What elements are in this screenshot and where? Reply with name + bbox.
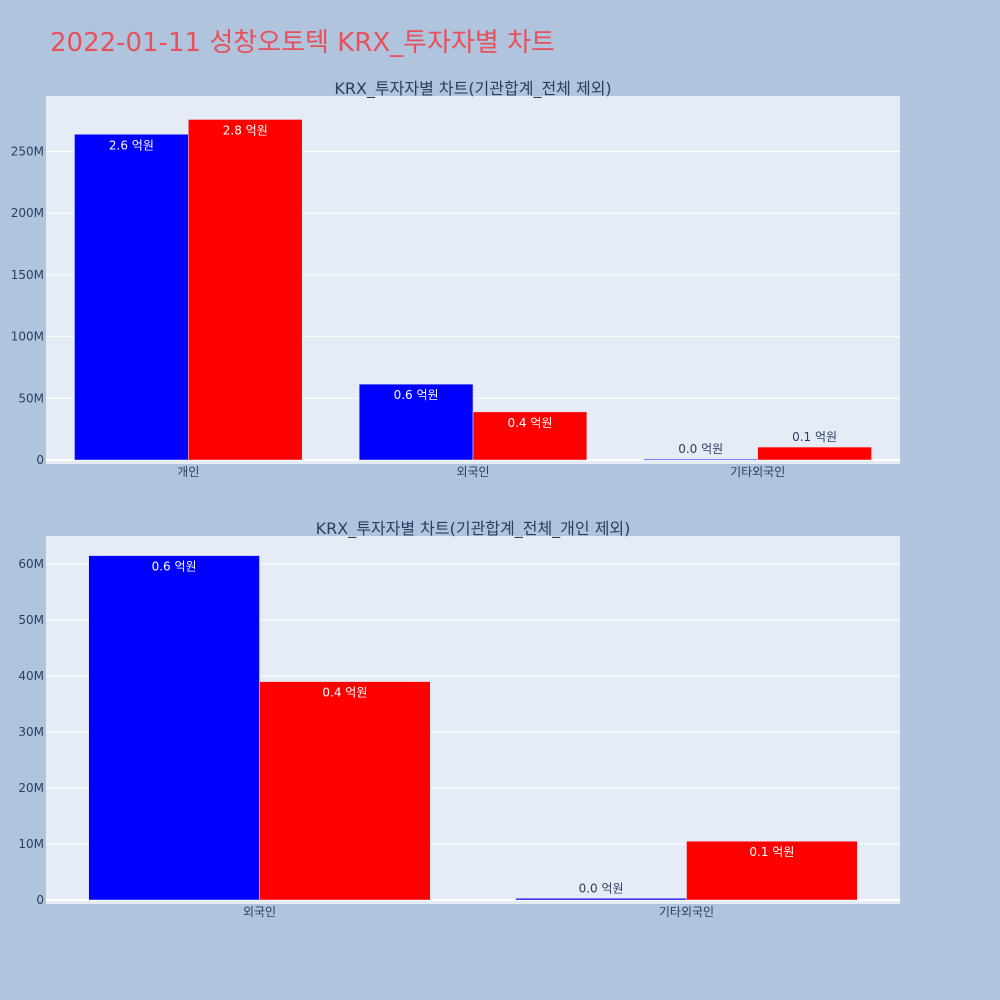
y-tick-label: 30M bbox=[18, 725, 44, 739]
bar-data-label: 0.4 억원 bbox=[507, 416, 552, 430]
bar-data-label: 2.6 억원 bbox=[109, 138, 154, 152]
bar bbox=[88, 555, 260, 901]
chart-title: KRX_투자자별 차트(기관합계_전체_개인 제외) bbox=[316, 519, 631, 539]
y-tick-label: 10M bbox=[18, 837, 44, 851]
bar bbox=[686, 840, 858, 901]
bar-data-label: 0.1 억원 bbox=[792, 430, 837, 444]
chart-1: 0 50M 100M 150M 200M 250M KRX_투자자별 차트(기관합계_전체 … bbox=[11, 79, 900, 479]
y-tick-label: 50M bbox=[18, 391, 44, 405]
y-tick-label: 60M bbox=[18, 557, 44, 571]
bar bbox=[757, 446, 872, 461]
y-tick-label: 150M bbox=[11, 268, 44, 282]
x-tick-label: 외국인 bbox=[456, 465, 489, 479]
y-tick-label: 200M bbox=[11, 206, 44, 220]
y-tick-label: 20M bbox=[18, 781, 44, 795]
y-tick-label: 40M bbox=[18, 669, 44, 683]
x-tick-label: 외국인 bbox=[243, 905, 276, 919]
chart-title: KRX_투자자별 차트(기관합계_전체 제외) bbox=[334, 79, 611, 99]
bar bbox=[472, 411, 588, 461]
bar-data-label: 0.6 억원 bbox=[152, 560, 197, 574]
bar-data-label: 0.0 억원 bbox=[579, 881, 624, 895]
bar bbox=[358, 383, 474, 461]
bar bbox=[188, 119, 303, 461]
bar-data-label: 2.8 억원 bbox=[223, 123, 268, 137]
page-title: 2022-01-11 성창오토텍 KRX_투자자별 차트 bbox=[50, 28, 555, 58]
bar-data-label: 0.6 억원 bbox=[394, 388, 439, 402]
bar bbox=[643, 458, 758, 461]
y-tick-label: 0 bbox=[36, 453, 44, 467]
y-tick-label: 100M bbox=[11, 330, 44, 344]
x-tick-label: 기타외국인 bbox=[659, 905, 714, 919]
bar bbox=[74, 134, 189, 461]
bar bbox=[259, 681, 431, 901]
x-tick-label: 개인 bbox=[177, 465, 199, 479]
y-tick-label: 50M bbox=[18, 613, 44, 627]
y-tick-label: 250M bbox=[11, 145, 44, 159]
bar bbox=[515, 898, 687, 901]
y-tick-label: 0 bbox=[36, 893, 44, 907]
bar-data-label: 0.1 억원 bbox=[749, 845, 794, 859]
chart-2: 0 10M 20M 30M 40M 50M 60M KRX_투자자별 차트(기관합계_전체_개… bbox=[18, 519, 900, 919]
x-tick-label: 기타외국인 bbox=[730, 465, 785, 479]
bar-data-label: 0.0 억원 bbox=[678, 442, 723, 456]
bar-data-label: 0.4 억원 bbox=[322, 686, 367, 700]
